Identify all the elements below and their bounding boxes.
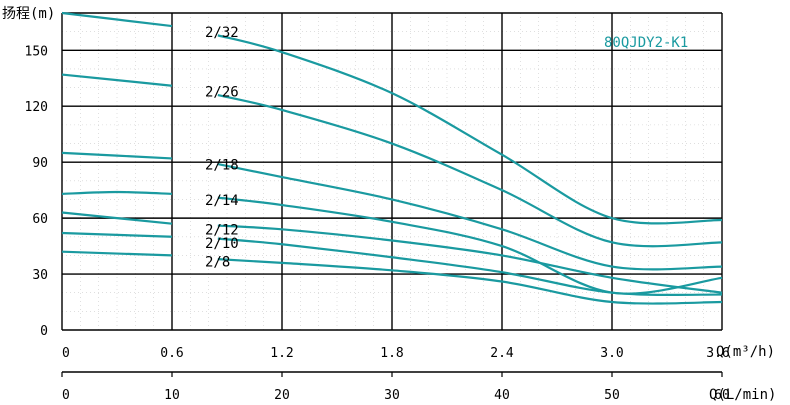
lmin-axis-tickmarks [61,372,723,377]
curve-segment-left [61,11,173,28]
curve-segment-left [61,231,173,238]
x-tick-label-m3h: 3.0 [600,346,623,361]
y-axis-ticks: 0 30 60 90 120 150 [25,44,48,339]
model-name: 80QJDY2-K1 [604,35,688,51]
x-axis-label-lmin: Q(L/min) [709,387,776,403]
curve-segment-left [61,73,173,87]
series-labels: 2/32 2/26 2/18 2/14 2/122/10 2/8 [205,25,239,270]
x-tick-label-m3h: 3.6 [706,346,729,361]
x-tick-label-m3h: 0 [62,346,70,361]
y-tick-label: 150 [25,44,48,59]
x-axis-ticks-m3h: 0 0.6 1.2 1.8 2.4 3.0 3.6 [62,346,730,361]
x-axis-ticks-lmin: 0 10 20 30 40 50 60 [62,388,730,403]
curve-segment-left [61,151,173,160]
x-tick-label-lmin: 0 [62,388,70,403]
series-label: 2/32 [205,25,239,41]
x-tick-label-lmin: 20 [274,388,290,403]
series-label: 2/26 [205,85,239,101]
series-label: 2/10 [205,236,239,252]
series-label: 2/12 [205,223,239,239]
curves [61,11,723,305]
curve-segment-left [61,190,173,195]
curve-segment-right [217,258,723,305]
y-tick-label: 120 [25,100,48,115]
curve-segment-left [61,250,173,257]
y-tick-label: 60 [32,212,48,227]
x-tick-label-m3h: 0.6 [160,346,183,361]
x-tick-label-m3h: 1.2 [270,346,293,361]
curve-segment-right [217,237,723,297]
series-label: 2/8 [205,254,230,270]
y-tick-label: 30 [32,268,48,283]
curve-segment-right [217,224,723,294]
y-tick-label: 0 [40,324,48,339]
curve-segment-left [61,211,173,225]
x-tick-label-m3h: 2.4 [490,346,514,361]
curve-segment-right [217,34,723,225]
x-tick-label-m3h: 1.8 [380,346,403,361]
x-tick-label-lmin: 10 [164,388,180,403]
x-tick-label-lmin: 40 [494,388,510,403]
curve-segment-right [217,93,723,248]
curve-segment-right [217,162,723,271]
major-grid [61,12,723,331]
x-tick-label-lmin: 30 [384,388,400,403]
y-tick-label: 90 [32,156,48,171]
y-axis-label: 扬程(m) [2,6,55,22]
series-label: 2/14 [205,193,239,209]
x-tick-label-lmin: 50 [604,388,620,403]
x-tick-label-lmin: 60 [714,388,730,403]
x-axis-label-m3h: Q(m³/h) [716,344,775,360]
series-label: 2/18 [205,157,239,173]
